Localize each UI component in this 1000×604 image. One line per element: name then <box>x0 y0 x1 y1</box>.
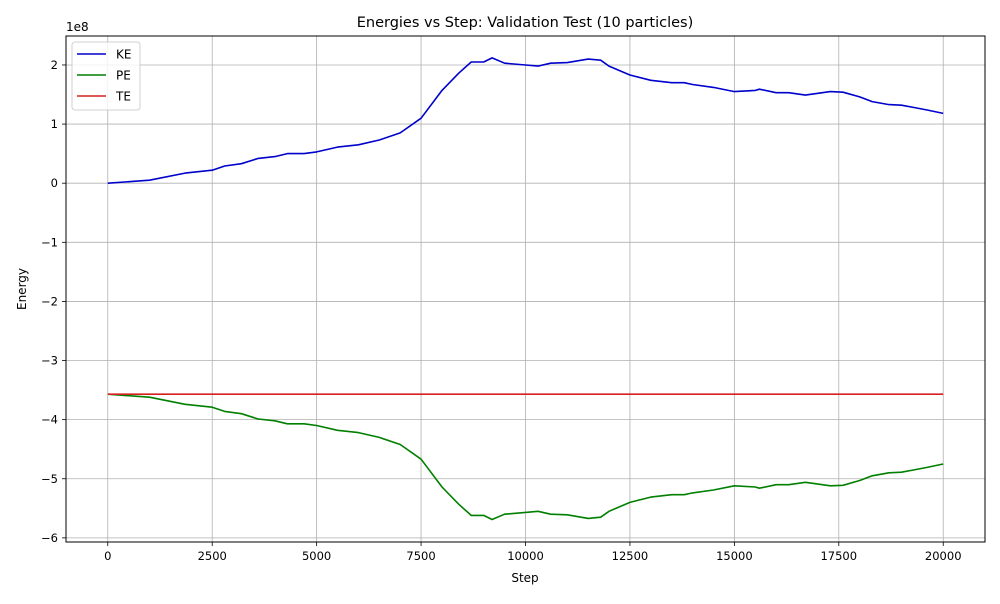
y-axis-label: Energy <box>15 268 29 310</box>
x-tick-label: 0 <box>104 549 111 563</box>
x-tick-label: 17500 <box>820 549 857 563</box>
legend: KE PE TE <box>71 41 141 111</box>
y-tick-label: −2 <box>41 294 58 308</box>
chart-title: Energies vs Step: Validation Test (10 pa… <box>357 15 694 31</box>
x-tick-label: 5000 <box>302 549 331 563</box>
x-tick-label: 7500 <box>406 549 435 563</box>
legend-label-te: TE <box>115 90 131 104</box>
y-tick-label: −6 <box>41 531 58 545</box>
x-tick-label: 10000 <box>507 549 544 563</box>
legend-label-ke: KE <box>116 48 131 62</box>
x-axis-label: Step <box>511 571 538 585</box>
y-tick-label: −1 <box>41 235 58 249</box>
legend-box <box>71 41 141 111</box>
x-tick-label: 12500 <box>612 549 649 563</box>
y-tick-label: −4 <box>41 413 58 427</box>
y-tick-label: −5 <box>41 472 58 486</box>
y-tick-label: −3 <box>41 354 58 368</box>
legend-label-pe: PE <box>116 69 131 83</box>
y-tick-label: 2 <box>51 58 58 72</box>
y-offset-label: 1e8 <box>66 20 89 34</box>
series-line-ke <box>107 57 944 184</box>
y-tick-label: 0 <box>51 176 58 190</box>
x-tick-label: 20000 <box>925 549 962 563</box>
x-tick-label: 15000 <box>716 549 753 563</box>
x-tick-label: 2500 <box>198 549 227 563</box>
y-tick-label: 1 <box>51 117 58 131</box>
series-line-pe <box>107 393 944 521</box>
